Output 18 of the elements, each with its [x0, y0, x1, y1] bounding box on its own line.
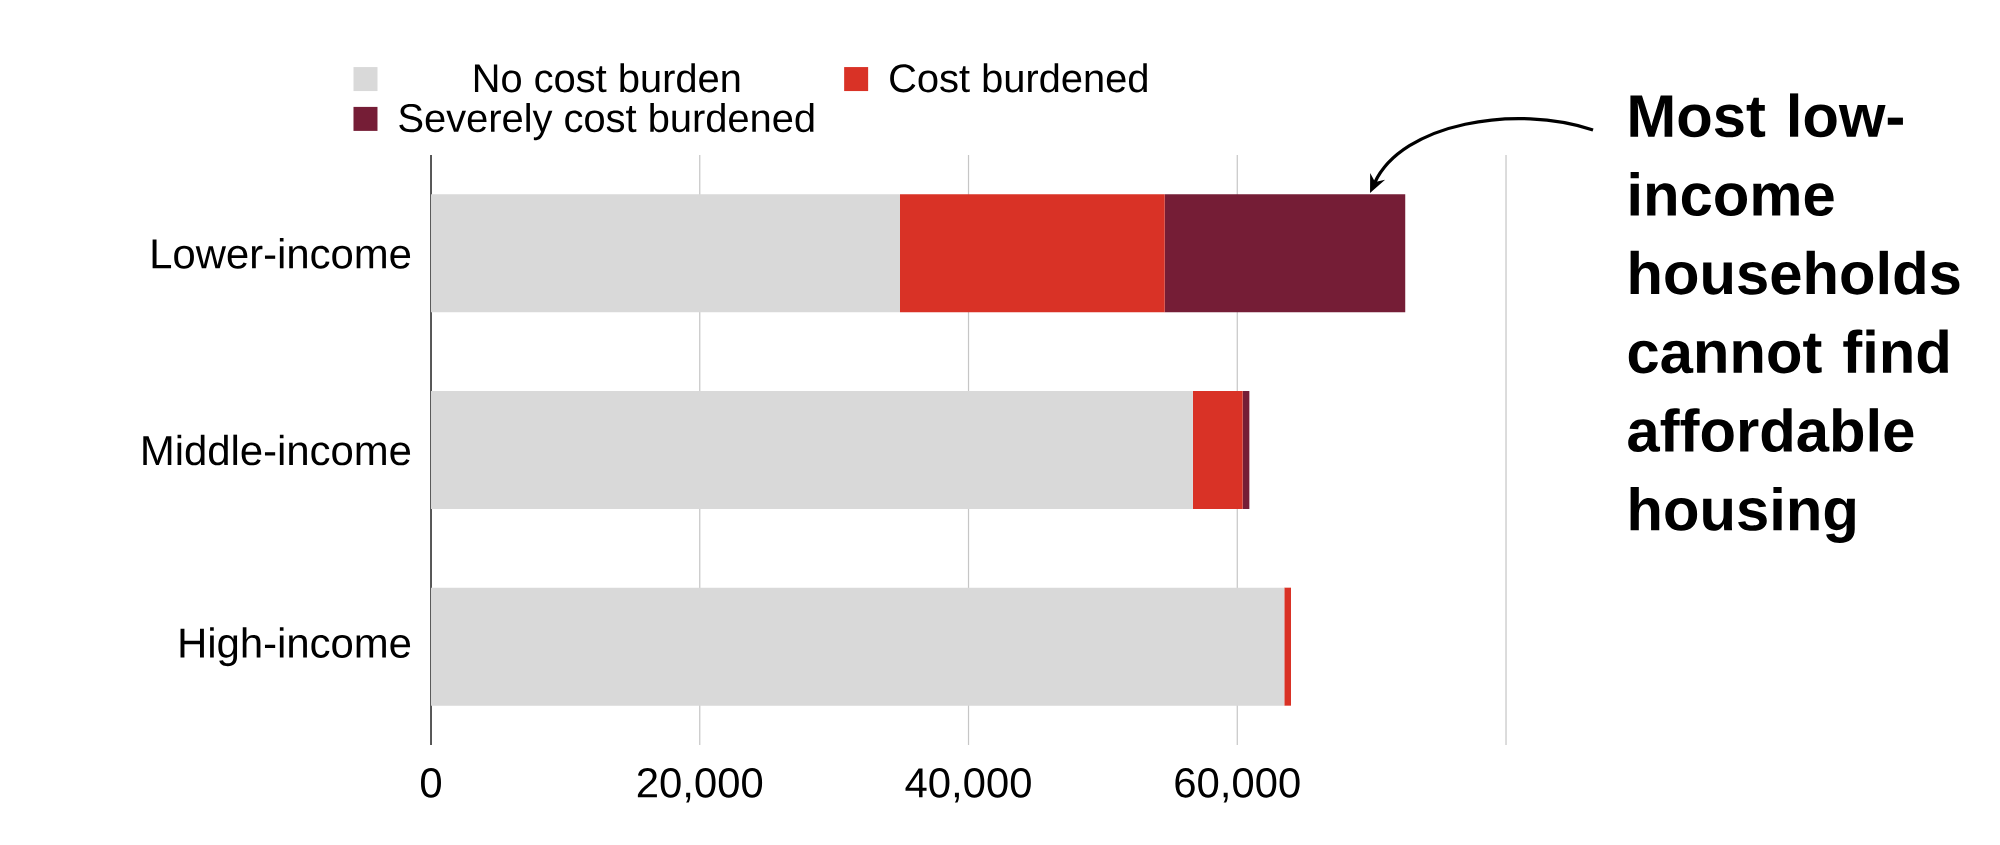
x-tick-label: 40,000	[905, 768, 1031, 803]
y-tick-label: Middle-income	[143, 434, 411, 466]
bar	[899, 194, 1165, 313]
text: No cost burden	[474, 63, 740, 93]
bar	[431, 194, 900, 313]
bar	[1192, 391, 1243, 510]
bar	[431, 587, 1285, 706]
y-tick-label: Lower-income	[152, 237, 411, 269]
text: Most low-income households cannot find affordable housing	[1628, 93, 1960, 543]
x-tick-label: 20,000	[637, 768, 763, 803]
legend-label: Cost burdened	[890, 63, 1147, 93]
x-tick-label: 60,000	[1175, 768, 1300, 803]
bar	[1164, 194, 1406, 313]
x-tick-label: 0	[421, 768, 441, 798]
bar	[431, 391, 1193, 510]
legend-label: Severely cost burdened	[399, 102, 814, 141]
bar	[1284, 587, 1292, 706]
y-tick-label: High-income	[180, 627, 411, 667]
